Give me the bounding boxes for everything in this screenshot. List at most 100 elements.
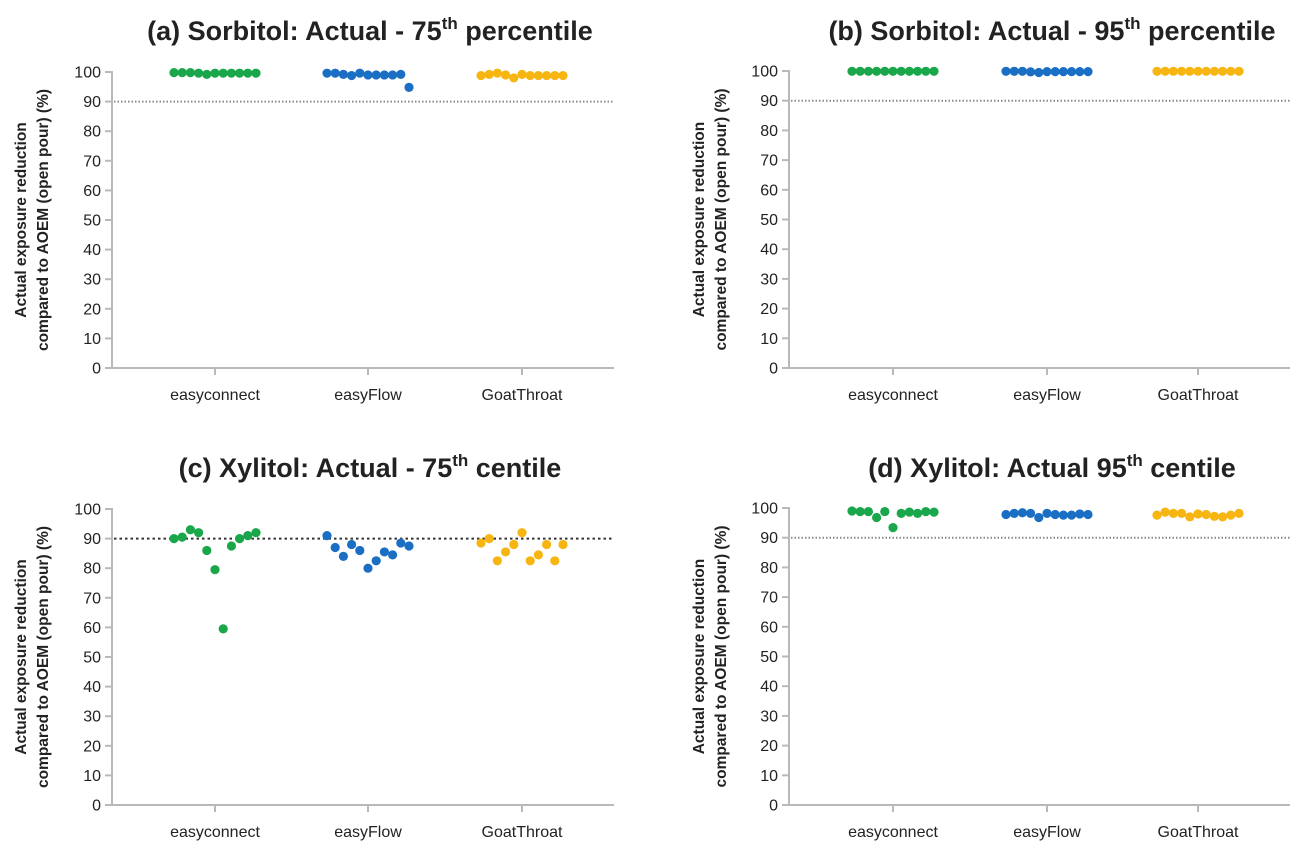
data-point-goatthroat bbox=[1168, 508, 1178, 518]
data-point-easyconnect bbox=[913, 66, 923, 76]
data-point-easyflow bbox=[1058, 510, 1068, 520]
data-point-easyflow bbox=[322, 531, 332, 541]
data-point-easyconnect bbox=[872, 512, 882, 523]
y-tick-label: 30 bbox=[83, 709, 101, 726]
y-tick-label: 100 bbox=[751, 501, 778, 518]
data-point-goatthroat bbox=[492, 68, 502, 78]
data-point-easyflow bbox=[1026, 508, 1036, 518]
panel-title-superscript: th bbox=[1127, 451, 1143, 470]
data-point-goatthroat bbox=[1168, 66, 1178, 76]
data-point-goatthroat bbox=[1209, 66, 1219, 76]
data-point-goatthroat bbox=[542, 539, 552, 550]
data-point-easyflow bbox=[347, 70, 357, 81]
y-tick-label: 50 bbox=[760, 212, 778, 229]
y-tick-label: 80 bbox=[83, 124, 101, 141]
y-axis-label-line1: Actual exposure reduction bbox=[691, 122, 708, 318]
panel-title: (c) Xylitol: Actual - 75th centile bbox=[179, 451, 562, 483]
y-axis-label-line2: compared to AOEM (open pour) (%) bbox=[713, 88, 730, 350]
panel-title-end: centile bbox=[1143, 453, 1236, 483]
panel-title: (d) Xylitol: Actual 95th centile bbox=[868, 451, 1236, 483]
y-tick-label: 0 bbox=[92, 361, 101, 378]
data-point-easyconnect bbox=[218, 624, 228, 634]
data-point-easyconnect bbox=[847, 66, 857, 76]
x-tick-label: GoatThroat bbox=[482, 387, 563, 404]
data-point-goatthroat bbox=[484, 69, 494, 79]
data-point-easyconnect bbox=[202, 545, 212, 556]
y-tick-label: 70 bbox=[83, 590, 101, 607]
y-tick-label: 80 bbox=[760, 123, 778, 140]
data-point-easyconnect bbox=[913, 508, 923, 518]
data-point-easyconnect bbox=[210, 68, 220, 78]
data-point-easyconnect bbox=[226, 541, 236, 551]
y-tick-label: 20 bbox=[760, 738, 778, 755]
data-point-easyconnect bbox=[235, 68, 245, 78]
y-tick-label: 60 bbox=[760, 182, 778, 199]
data-point-goatthroat bbox=[550, 70, 560, 81]
data-point-easyconnect bbox=[921, 66, 931, 76]
y-tick-label: 60 bbox=[83, 620, 101, 637]
data-point-easyflow bbox=[1050, 66, 1060, 77]
y-tick-label: 90 bbox=[760, 530, 778, 547]
y-tick-label: 40 bbox=[760, 679, 778, 696]
y-tick-label: 0 bbox=[769, 798, 778, 815]
data-point-goatthroat bbox=[1226, 66, 1236, 76]
data-point-easyconnect bbox=[235, 534, 245, 544]
panel-2: (c) Xylitol: Actual - 75th centile Actual… bbox=[13, 451, 614, 841]
data-point-easyflow bbox=[1009, 66, 1019, 76]
data-point-easyconnect bbox=[243, 68, 253, 78]
data-point-goatthroat bbox=[1218, 66, 1228, 76]
data-point-goatthroat bbox=[1234, 66, 1244, 76]
y-tick-label: 20 bbox=[83, 301, 101, 318]
x-tick-label: GoatThroat bbox=[482, 824, 563, 841]
data-point-easyflow bbox=[1083, 509, 1093, 520]
data-point-goatthroat bbox=[476, 538, 486, 548]
data-point-easyflow bbox=[388, 70, 398, 80]
y-tick-label: 40 bbox=[83, 679, 101, 696]
panel-title: (a) Sorbitol: Actual - 75th percentile bbox=[147, 14, 593, 46]
data-point-easyconnect bbox=[896, 66, 906, 76]
data-point-goatthroat bbox=[558, 539, 568, 550]
y-tick-label: 30 bbox=[83, 272, 101, 289]
data-point-easyconnect bbox=[872, 66, 882, 76]
data-point-easyconnect bbox=[169, 534, 179, 544]
y-tick-label: 100 bbox=[74, 502, 101, 519]
data-point-easyflow bbox=[1034, 512, 1044, 523]
data-point-easyflow bbox=[396, 538, 406, 548]
y-tick-label: 100 bbox=[751, 64, 778, 81]
panel-title-main: (d) Xylitol: Actual 95 bbox=[868, 453, 1127, 483]
data-point-goatthroat bbox=[517, 69, 527, 79]
panel-1: (b) Sorbitol: Actual - 95th percentile Ac… bbox=[691, 14, 1290, 404]
data-point-easyflow bbox=[355, 545, 365, 556]
y-tick-label: 90 bbox=[83, 531, 101, 548]
data-point-easyflow bbox=[322, 68, 332, 78]
data-point-goatthroat bbox=[558, 70, 568, 81]
y-tick-label: 40 bbox=[760, 242, 778, 259]
x-tick-label: easyFlow bbox=[1013, 824, 1081, 841]
data-point-easyflow bbox=[371, 556, 381, 566]
data-point-easyconnect bbox=[243, 531, 253, 541]
data-point-easyflow bbox=[347, 539, 357, 550]
data-point-easyconnect bbox=[855, 506, 865, 517]
data-point-goatthroat bbox=[1201, 509, 1211, 520]
data-point-easyconnect bbox=[251, 68, 261, 78]
data-point-easyconnect bbox=[210, 565, 220, 575]
data-point-easyconnect bbox=[904, 66, 915, 76]
x-tick-label: easyconnect bbox=[170, 387, 260, 404]
y-tick-label: 0 bbox=[769, 361, 778, 378]
panel-title: (b) Sorbitol: Actual - 95th percentile bbox=[828, 14, 1275, 46]
y-axis-label-line2: compared to AOEM (open pour) (%) bbox=[713, 525, 730, 787]
data-point-easyflow bbox=[338, 551, 348, 561]
y-tick-label: 20 bbox=[760, 301, 778, 318]
y-tick-label: 10 bbox=[760, 331, 778, 348]
y-tick-label: 90 bbox=[760, 93, 778, 110]
y-tick-label: 50 bbox=[83, 213, 101, 230]
data-point-goatthroat bbox=[1160, 507, 1170, 517]
data-point-easyconnect bbox=[921, 506, 931, 517]
y-axis-label-line2: compared to AOEM (open pour) (%) bbox=[35, 89, 52, 351]
y-axis-label-line2: compared to AOEM (open pour) (%) bbox=[35, 526, 52, 788]
data-point-easyflow bbox=[1042, 66, 1052, 77]
y-tick-label: 50 bbox=[83, 650, 101, 667]
data-point-easyflow bbox=[330, 68, 340, 78]
data-point-easyflow bbox=[396, 69, 406, 79]
